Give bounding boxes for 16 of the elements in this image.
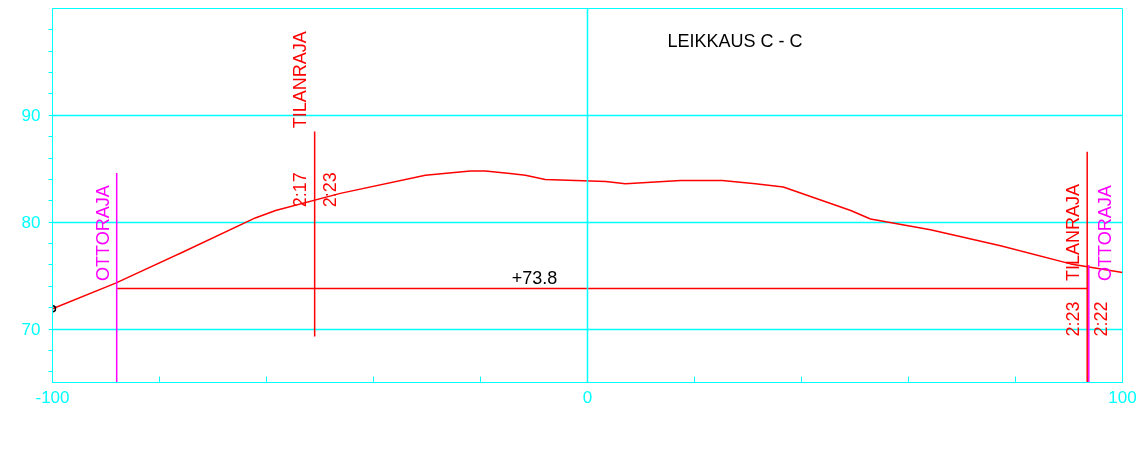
y-tick-label: 80 [21, 213, 41, 233]
annotation: OTTORAJA [1094, 185, 1115, 281]
text: LEIKKAUS C - C [667, 30, 803, 51]
annotation: TILANRAJA [1063, 183, 1084, 281]
annotation: +73.8 [511, 268, 558, 289]
annotation: 2:23 [319, 172, 340, 208]
annotation: 2:23 [1063, 301, 1084, 337]
annotation: 2:22 [1091, 301, 1112, 337]
y-tick-label: 70 [21, 320, 41, 340]
annotation: 2:17 [289, 172, 310, 208]
y-tick-label: 90 [21, 106, 41, 126]
annotation: TILANRAJA [289, 31, 310, 129]
annotation: OTTORAJA [92, 185, 113, 281]
x-tick-label: 100 [1108, 387, 1137, 407]
x-tick-label: -100 [35, 387, 70, 407]
x-tick-label: 0 [582, 387, 593, 407]
